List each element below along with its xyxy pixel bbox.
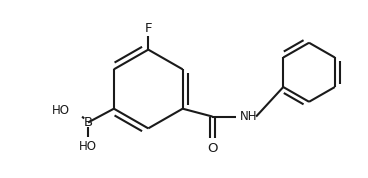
Text: O: O xyxy=(207,142,218,155)
Text: HO: HO xyxy=(79,140,97,153)
Text: NH: NH xyxy=(240,110,258,123)
Text: F: F xyxy=(145,22,152,35)
Text: HO: HO xyxy=(52,104,70,117)
Text: B: B xyxy=(84,116,93,129)
